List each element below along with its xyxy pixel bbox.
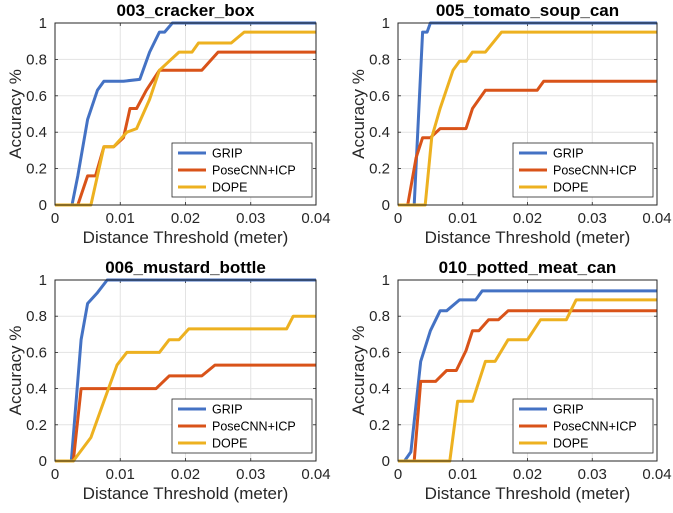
- legend-entry: PoseCNN+ICP: [212, 164, 296, 178]
- x-tick-label: 0.02: [171, 466, 200, 483]
- legend: GRIP PoseCNN+ICP DOPE: [171, 398, 313, 454]
- x-tick-label: 0: [51, 210, 59, 227]
- chart-panel-3: 0 0.01 0.02 0.03 0.04 0 0.2 0.4 0.6 0.8 1 006_musta…: [6, 258, 331, 503]
- y-tick-label: 0.6: [26, 88, 47, 105]
- y-axis-label: Accuracy %: [6, 69, 25, 159]
- x-tick-label: 0.01: [106, 466, 135, 483]
- y-tick-label: 0: [39, 453, 47, 470]
- x-tick-label: 0.01: [448, 466, 477, 483]
- legend-entry: DOPE: [553, 181, 588, 195]
- legend-entry: DOPE: [212, 181, 247, 195]
- x-tick-label: 0.01: [448, 210, 477, 227]
- x-axis-label: Distance Threshold (meter): [425, 484, 631, 503]
- axes-box: [397, 22, 658, 206]
- chart-title: 005_tomato_soup_can: [436, 1, 619, 20]
- y-axis-label: Accuracy %: [349, 326, 368, 416]
- series-line-dope: [55, 314, 316, 463]
- x-axis-label: Distance Threshold (meter): [83, 484, 289, 503]
- y-tick-label: 0.4: [26, 124, 47, 141]
- x-tick-label: 0.04: [301, 466, 330, 483]
- legend: GRIP PoseCNN+ICP DOPE: [171, 142, 313, 198]
- y-tick-label: 0.6: [369, 344, 390, 361]
- legend-entry: GRIP: [553, 403, 584, 417]
- chart-panel-4: 0 0.01 0.02 0.03 0.04 0 0.2 0.4 0.6 0.8 1 010_potte…: [349, 258, 672, 503]
- y-tick-label: 0.2: [26, 161, 47, 178]
- x-tick-label: 0.02: [171, 210, 200, 227]
- chart-title: 003_cracker_box: [116, 1, 255, 20]
- y-tick-label: 0.8: [26, 51, 47, 68]
- series-line-posecnn-icp: [55, 363, 316, 463]
- y-tick-label: 1: [382, 15, 390, 32]
- y-tick-label: 0.2: [26, 417, 47, 434]
- axes-box: [397, 279, 658, 462]
- y-tick-label: 0.6: [369, 88, 390, 105]
- legend-entry: DOPE: [553, 437, 588, 451]
- legend-entry: GRIP: [212, 147, 243, 161]
- legend-entry: PoseCNN+ICP: [553, 164, 637, 178]
- axes-box: [54, 279, 317, 462]
- chart-panel-1: 0 0.01 0.02 0.03 0.04 0 0.2 0.4 0.6 0.8 1 003_crack…: [6, 1, 331, 247]
- x-tick-label: 0.04: [301, 210, 330, 227]
- legend-entry: GRIP: [212, 403, 243, 417]
- x-tick-label: 0.03: [578, 210, 607, 227]
- series-line-dope: [398, 30, 657, 207]
- y-tick-label: 0.4: [369, 124, 390, 141]
- y-tick-label: 1: [382, 272, 390, 289]
- series-line-dope: [55, 30, 316, 207]
- x-tick-label: 0: [51, 466, 59, 483]
- axes-box: [54, 22, 317, 206]
- y-tick-label: 1: [39, 15, 47, 32]
- y-tick-label: 0.8: [26, 308, 47, 325]
- x-tick-label: 0.04: [642, 466, 671, 483]
- chart-title: 006_mustard_bottle: [105, 258, 266, 277]
- series-line-posecnn-icp: [398, 79, 657, 207]
- x-tick-label: 0.03: [236, 210, 265, 227]
- x-tick-label: 0: [394, 210, 402, 227]
- x-tick-label: 0.01: [106, 210, 135, 227]
- chart-title: 010_potted_meat_can: [439, 258, 617, 277]
- y-tick-label: 0: [382, 453, 390, 470]
- y-tick-label: 0.2: [369, 417, 390, 434]
- x-tick-label: 0.02: [513, 210, 542, 227]
- x-axis-label: Distance Threshold (meter): [83, 228, 289, 247]
- legend-entry: DOPE: [212, 437, 247, 451]
- y-tick-label: 0.2: [369, 161, 390, 178]
- y-tick-label: 0: [382, 197, 390, 214]
- series-line-dope: [398, 298, 657, 463]
- y-axis-label: Accuracy %: [349, 69, 368, 159]
- series-line-posecnn-icp: [398, 309, 657, 463]
- y-tick-label: 0.4: [369, 381, 390, 398]
- series-line-grip: [55, 21, 316, 207]
- legend-entry: PoseCNN+ICP: [212, 420, 296, 434]
- legend-entry: PoseCNN+ICP: [553, 420, 637, 434]
- series-line-grip: [398, 289, 657, 463]
- x-tick-label: 0.03: [578, 466, 607, 483]
- x-tick-label: 0.03: [236, 466, 265, 483]
- y-axis-label: Accuracy %: [6, 326, 25, 416]
- x-tick-label: 0: [394, 466, 402, 483]
- legend: GRIP PoseCNN+ICP DOPE: [512, 398, 654, 454]
- x-tick-label: 0.02: [513, 466, 542, 483]
- y-tick-label: 0: [39, 197, 47, 214]
- y-tick-label: 0.8: [369, 51, 390, 68]
- x-axis-label: Distance Threshold (meter): [425, 228, 631, 247]
- y-tick-label: 0.6: [26, 344, 47, 361]
- series-line-posecnn-icp: [55, 50, 316, 207]
- legend-entry: GRIP: [553, 147, 584, 161]
- chart-panel-2: 0 0.01 0.02 0.03 0.04 0 0.2 0.4 0.6 0.8 1 005_tomat…: [349, 1, 672, 247]
- y-tick-label: 0.8: [369, 308, 390, 325]
- y-tick-label: 0.4: [26, 381, 47, 398]
- y-tick-label: 1: [39, 272, 47, 289]
- legend: GRIP PoseCNN+ICP DOPE: [512, 142, 654, 198]
- x-tick-label: 0.04: [642, 210, 671, 227]
